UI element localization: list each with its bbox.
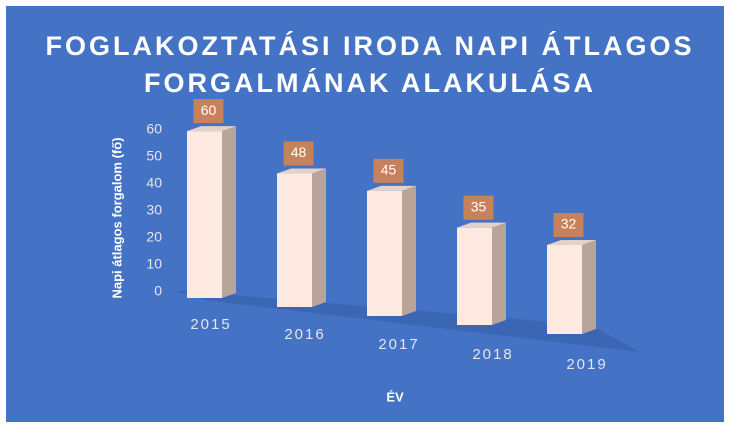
y-tick-label: 30 bbox=[146, 202, 162, 218]
bar-face bbox=[547, 240, 596, 246]
value-label-box bbox=[283, 141, 314, 166]
bar-face bbox=[457, 227, 492, 325]
y-tick-label: 20 bbox=[146, 229, 162, 245]
value-label-box bbox=[373, 158, 404, 183]
value-label-box bbox=[193, 99, 224, 124]
value-label: 35 bbox=[471, 198, 487, 214]
x-tick-label: 2015 bbox=[190, 316, 231, 333]
value-label: 32 bbox=[561, 216, 577, 232]
chart-title: FOGLAKOZTATÁSI IRODA NAPI ÁTLAGOS bbox=[46, 30, 695, 61]
bar-face bbox=[402, 185, 416, 316]
background bbox=[6, 6, 724, 422]
bar-face bbox=[547, 245, 582, 334]
y-tick-label: 60 bbox=[146, 121, 162, 137]
y-tick-label: 0 bbox=[154, 283, 162, 299]
bar-face bbox=[312, 168, 326, 307]
x-axis-title: ÉV bbox=[386, 389, 404, 404]
bar bbox=[367, 185, 416, 316]
bar bbox=[547, 240, 596, 334]
x-tick-label: 2018 bbox=[472, 346, 513, 363]
bar bbox=[457, 222, 506, 325]
bar-face bbox=[492, 222, 506, 325]
x-tick-label: 2016 bbox=[284, 326, 325, 343]
y-axis-title: Napi átlagos forgalom (fő) bbox=[109, 137, 124, 298]
x-tick-label: 2019 bbox=[566, 356, 607, 373]
bar-face bbox=[367, 190, 402, 316]
value-label: 45 bbox=[381, 162, 397, 178]
bar-face bbox=[277, 168, 326, 174]
value-label: 60 bbox=[201, 102, 217, 118]
value-label-box bbox=[553, 213, 584, 238]
value-label: 48 bbox=[291, 144, 307, 160]
bar-face bbox=[367, 185, 416, 191]
value-label-box bbox=[463, 195, 494, 220]
y-tick-label: 40 bbox=[146, 175, 162, 191]
chart-title: FORGALMÁNAK ALAKULÁSA bbox=[144, 67, 596, 98]
bar-face bbox=[187, 126, 236, 132]
bar-face bbox=[222, 126, 236, 298]
y-tick-label: 10 bbox=[146, 256, 162, 272]
y-tick-label: 50 bbox=[146, 148, 162, 164]
bar bbox=[187, 126, 236, 298]
bar-face bbox=[457, 222, 506, 228]
bar-face bbox=[187, 131, 222, 298]
bar bbox=[277, 168, 326, 307]
bar-face bbox=[277, 173, 312, 307]
bar-face bbox=[582, 240, 596, 334]
x-tick-label: 2017 bbox=[378, 336, 419, 353]
